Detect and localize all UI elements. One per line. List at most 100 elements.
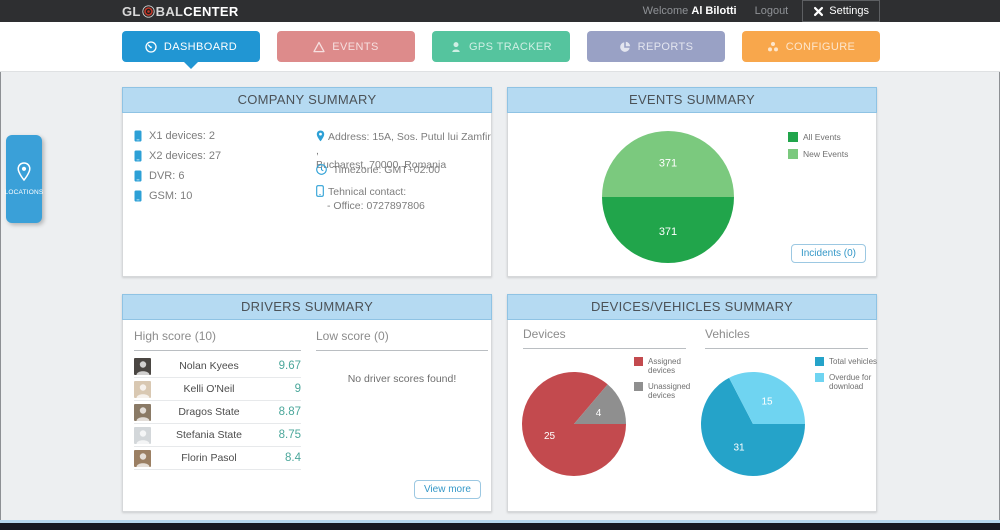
device-icon (134, 190, 142, 202)
logout-link[interactable]: Logout (755, 5, 789, 17)
driver-name: Stefania State (151, 429, 267, 441)
driver-avatar (134, 427, 151, 444)
company-summary-title: COMPANY SUMMARY (122, 87, 492, 113)
legend-swatch (788, 132, 798, 142)
incidents-button[interactable]: Incidents (0) (791, 244, 866, 263)
locations-tab-label: LOCATIONS (5, 189, 44, 196)
legend-swatch (634, 382, 643, 391)
driver-name: Florin Pasol (151, 452, 267, 464)
device-count-item: GSM: 10 (134, 190, 221, 202)
driver-name: Dragos State (151, 406, 267, 418)
tab-label: REPORTS (638, 41, 694, 53)
tab-label: DASHBOARD (164, 41, 237, 53)
mobile-phone-icon (316, 185, 324, 197)
tab-label: GPS TRACKER (469, 41, 552, 53)
driver-name: Kelli O'Neil (151, 383, 267, 395)
location-pin-icon (16, 162, 32, 182)
svg-text:371: 371 (659, 226, 677, 238)
devices-pie-chart[interactable]: 254 (520, 370, 628, 478)
events-legend: All Events New Events (788, 132, 848, 166)
company-device-list: X1 devices: 2 X2 devices: 27 DVR: 6 GSM:… (134, 130, 221, 210)
tools-icon (813, 6, 824, 17)
locations-side-tab[interactable]: LOCATIONS (6, 135, 42, 223)
legend-entry: Overdue for download (815, 373, 881, 391)
legend-swatch (634, 357, 643, 366)
svg-text:31: 31 (733, 443, 745, 454)
settings-label: Settings (829, 5, 869, 17)
tab-events[interactable]: EVENTS (277, 31, 415, 62)
driver-name: Nolan Kyees (151, 360, 267, 372)
vehicles-pie-chart[interactable]: 31 15 (699, 370, 807, 478)
vehicles-section-label: Vehicles (705, 327, 868, 349)
map-pin-icon (316, 130, 325, 142)
driver-avatar (134, 381, 151, 398)
tab-configure[interactable]: CONFIGURE (742, 31, 880, 62)
legend-entry: Unassigned devices (634, 382, 700, 400)
tab-label: CONFIGURE (786, 41, 856, 53)
top-bar: GL BAL CENTER Welcome Al Bilotti Logout … (0, 0, 1000, 22)
legend-entry: Total vehicles (815, 357, 881, 366)
device-count-item: X2 devices: 27 (134, 150, 221, 162)
person-icon (135, 451, 151, 467)
device-count-item: DVR: 6 (134, 170, 221, 182)
logo-target-icon (142, 5, 155, 18)
legend-swatch (815, 357, 824, 366)
events-pie-chart[interactable]: 371 371 (601, 130, 735, 264)
driver-score: 9 (267, 383, 301, 395)
device-count-item: X1 devices: 2 (134, 130, 221, 142)
high-score-list: Nolan Kyees 9.67 Kelli O'Neil 9 Dragos S… (134, 355, 301, 470)
dashboard-gauge-icon (145, 41, 157, 53)
logo-text-bold: CENTER (183, 4, 238, 19)
driver-avatar (134, 450, 151, 467)
view-more-button[interactable]: View more (414, 480, 481, 499)
username: Al Bilotti (691, 5, 736, 17)
device-icon (134, 150, 142, 162)
driver-row[interactable]: Florin Pasol 8.4 (134, 447, 301, 470)
driver-row[interactable]: Dragos State 8.87 (134, 401, 301, 424)
events-summary-panel: EVENTS SUMMARY 371 371 All Events New Eve… (507, 87, 877, 277)
tab-label: EVENTS (332, 41, 378, 53)
fan-gear-icon (767, 41, 779, 53)
welcome-text: Welcome Al Bilotti (643, 5, 737, 17)
no-driver-scores-message: No driver scores found! (316, 373, 488, 385)
tab-reports[interactable]: REPORTS (587, 31, 725, 62)
clock-icon (316, 164, 327, 175)
person-pin-icon (450, 41, 462, 53)
person-icon (135, 405, 151, 421)
company-contact: Tehnical contact: - Office: 0727897806 (316, 185, 425, 213)
legend-swatch (788, 149, 798, 159)
svg-text:371: 371 (659, 158, 677, 170)
company-contact-office: - Office: 0727897806 (316, 200, 425, 212)
nav-bar: DASHBOARD EVENTS GPS TRACKER REPORTS CON… (0, 22, 1000, 72)
pie-chart-icon (619, 41, 631, 53)
legend-entry: Assigned devices (634, 357, 700, 375)
company-summary-panel: COMPANY SUMMARY X1 devices: 2 X2 devices… (122, 87, 492, 277)
vehicles-legend: Total vehicles Overdue for download (815, 357, 881, 398)
svg-text:25: 25 (544, 431, 556, 442)
events-summary-title: EVENTS SUMMARY (507, 87, 877, 113)
logo-text-mid: BAL (156, 4, 184, 19)
settings-button[interactable]: Settings (802, 0, 880, 22)
driver-avatar (134, 404, 151, 421)
device-icon (134, 170, 142, 182)
driver-score: 8.87 (267, 406, 301, 418)
devices-vehicles-summary-panel: DEVICES/VEHICLES SUMMARY Devices Vehicle… (507, 294, 877, 512)
driver-row[interactable]: Kelli O'Neil 9 (134, 378, 301, 401)
driver-score: 8.75 (267, 429, 301, 441)
low-score-label: Low score (0) (316, 329, 488, 351)
driver-row[interactable]: Nolan Kyees 9.67 (134, 355, 301, 378)
devices-vehicles-title: DEVICES/VEHICLES SUMMARY (507, 294, 877, 320)
devices-legend: Assigned devices Unassigned devices (634, 357, 700, 407)
legend-entry: New Events (788, 149, 848, 159)
devices-section-label: Devices (523, 327, 686, 349)
tab-gps-tracker[interactable]: GPS TRACKER (432, 31, 570, 62)
warning-triangle-icon (313, 41, 325, 53)
svg-text:15: 15 (761, 396, 773, 407)
tab-dashboard[interactable]: DASHBOARD (122, 31, 260, 62)
bottom-dark-strip (0, 523, 1000, 530)
driver-score: 9.67 (267, 360, 301, 372)
driver-row[interactable]: Stefania State 8.75 (134, 424, 301, 447)
person-icon (135, 382, 151, 398)
high-score-label: High score (10) (134, 329, 301, 351)
drivers-summary-title: DRIVERS SUMMARY (122, 294, 492, 320)
